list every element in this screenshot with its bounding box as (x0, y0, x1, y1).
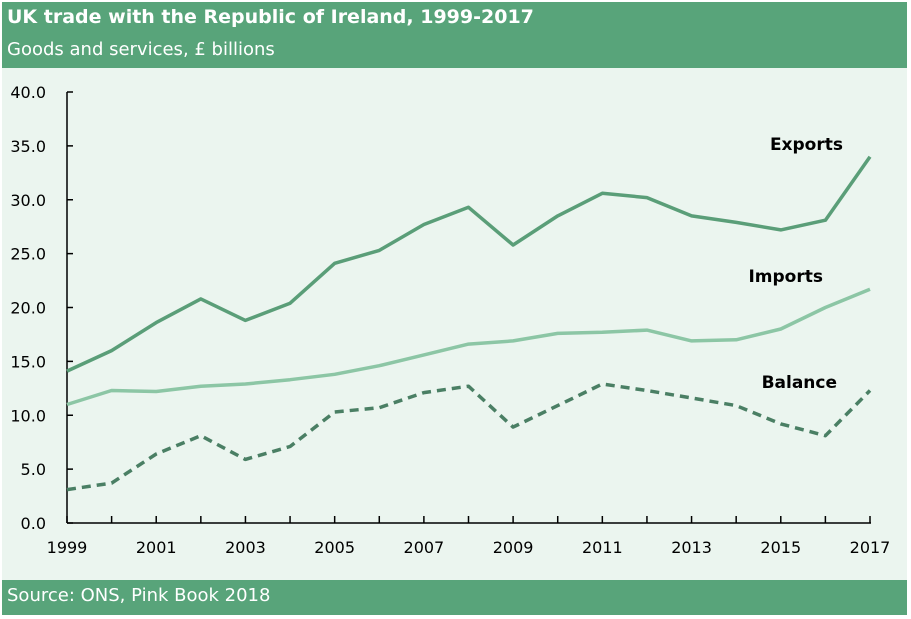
x-tick-label: 2015 (760, 538, 801, 557)
series-line-imports (66, 287, 871, 407)
y-tick-label: 5.0 (21, 460, 46, 479)
y-tick-label: 20.0 (10, 299, 46, 318)
x-tick-label: 2003 (225, 538, 266, 557)
y-tick-label: 25.0 (10, 245, 46, 264)
x-tick-label: 2011 (582, 538, 623, 557)
y-tick-label: 40.0 (10, 83, 46, 102)
y-tick-label: 15.0 (10, 352, 46, 371)
chart-subtitle: Goods and services, £ billions (7, 39, 275, 60)
y-tick-label: 0.0 (21, 514, 46, 533)
source-note: Source: ONS, Pink Book 2018 (7, 585, 271, 606)
chart-header: UK trade with the Republic of Ireland, 1… (2, 2, 907, 68)
x-tick-label: 2017 (850, 538, 891, 557)
x-tick-label: 1999 (47, 538, 88, 557)
x-tick-label: 2007 (404, 538, 445, 557)
y-tick-label: 10.0 (10, 406, 46, 425)
y-tick-label: 35.0 (10, 137, 46, 156)
y-tick-label: 30.0 (10, 191, 46, 210)
x-tick-label: 2001 (136, 538, 177, 557)
series-label-imports: Imports (748, 267, 823, 287)
series-label-exports: Exports (770, 135, 843, 155)
series-label-balance: Balance (762, 373, 837, 393)
x-tick-label: 2013 (671, 538, 712, 557)
x-tick-label: 2005 (314, 538, 355, 557)
chart-title: UK trade with the Republic of Ireland, 1… (7, 6, 534, 28)
series-line-exports (66, 155, 872, 373)
series-line-balance (66, 382, 872, 492)
chart-footer: Source: ONS, Pink Book 2018 (2, 580, 907, 615)
x-tick-label: 2009 (493, 538, 534, 557)
